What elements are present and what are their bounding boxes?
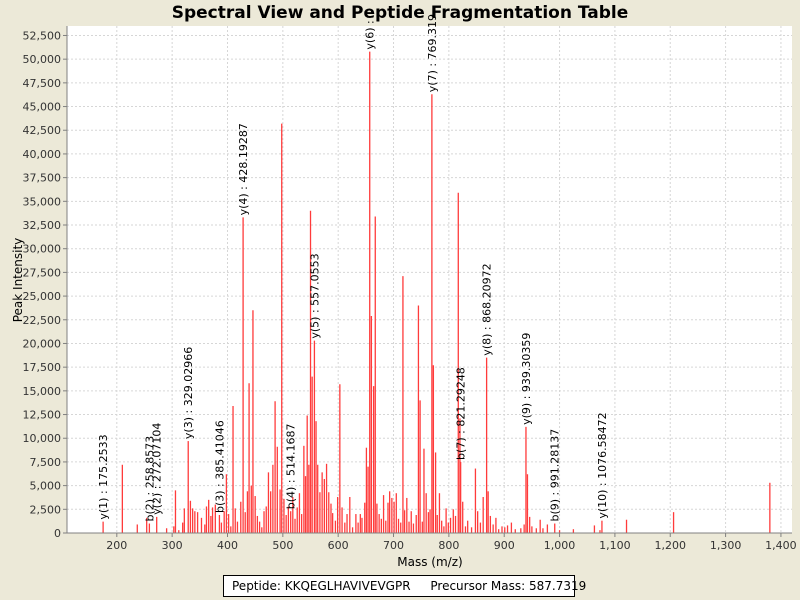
y-tick-label: 37,500 <box>23 172 62 185</box>
y-tick-label: 50,000 <box>23 53 62 66</box>
peak-annotation: y(7) : 769.319 <box>426 14 439 92</box>
peak-series <box>102 51 771 533</box>
y-tick-label: 52,500 <box>23 29 62 42</box>
y-tick-label: 40,000 <box>23 148 62 161</box>
x-tick-label: 1,000 <box>544 539 576 552</box>
axes: 0 2,500 5,000 7,500 10,000 12,500 15,000 17,500… <box>23 26 797 552</box>
x-tick-label: 800 <box>438 539 459 552</box>
peak-annotation: y(6) : <box>364 20 377 49</box>
y-axis-label: Peak Intensity <box>11 238 25 323</box>
y-tick-label: 10,000 <box>23 432 62 445</box>
x-axis-label: Mass (m/z) <box>397 555 462 569</box>
peak-annotation: b(9) : 991.28137 <box>549 429 562 522</box>
y-tick-label: 12,500 <box>23 409 62 422</box>
peak-annotation: b(4) : 514.1687 <box>285 423 298 509</box>
x-tick-label: 600 <box>328 539 349 552</box>
x-tick-label: 1,400 <box>765 539 797 552</box>
peak-annotation: y(4) : 428.19287 <box>237 123 250 215</box>
x-tick-label: 900 <box>494 539 515 552</box>
x-tick-label: 1,100 <box>599 539 631 552</box>
precursor-mass: Precursor Mass: 587.7319 <box>430 579 587 593</box>
y-tick-label: 35,000 <box>23 195 62 208</box>
plot-area <box>67 26 792 533</box>
peak-annotation: y(9) : 939.30359 <box>520 333 533 425</box>
grid-lines <box>67 26 792 533</box>
y-tick-label: 27,500 <box>23 266 62 279</box>
x-tick-label: 1,200 <box>654 539 686 552</box>
peak-annotation: b(3) : 385.41046 <box>213 420 226 513</box>
x-tick-label: 700 <box>383 539 404 552</box>
x-tick-label: 400 <box>217 539 238 552</box>
peak-annotation: b(7) : 821.29248 <box>455 367 468 460</box>
x-tick-label: 1,300 <box>710 539 742 552</box>
x-tick-label: 200 <box>106 539 127 552</box>
x-tick-label: 300 <box>162 539 183 552</box>
y-tick-label: 7,500 <box>30 456 62 469</box>
y-tick-label: 42,500 <box>23 124 62 137</box>
y-tick-label: 32,500 <box>23 219 62 232</box>
chart-title: Spectral View and Peptide Fragmentation … <box>171 3 629 23</box>
x-tick-label: 500 <box>272 539 293 552</box>
peak-annotation: y(8) : 868.20972 <box>481 263 494 355</box>
peak-annotation: y(3) : 329.02966 <box>182 347 195 439</box>
y-tick-label: 45,000 <box>23 101 62 114</box>
y-tick-label: 30,000 <box>23 243 62 256</box>
y-tick-label: 15,000 <box>23 385 62 398</box>
peak-annotation: y(10) : 1076.58472 <box>596 412 609 518</box>
peptide-sequence: Peptide: KKQEGLHAVIVEVGPR <box>232 579 411 593</box>
y-tick-label: 5,000 <box>30 480 62 493</box>
y-tick-label: 0 <box>54 527 61 540</box>
peak-annotation: y(5) : 557.0553 <box>308 253 321 338</box>
peptide-info-box: Peptide: KKQEGLHAVIVEVGPR Precursor Mass… <box>223 575 586 597</box>
peak-annotation: b(2) : 258.8573 <box>143 436 156 522</box>
y-tick-label: 47,500 <box>23 77 62 90</box>
y-tick-label: 17,500 <box>23 361 62 374</box>
peak-annotation: y(2) : 272.07104 <box>151 423 164 515</box>
y-tick-label: 22,500 <box>23 314 62 327</box>
y-tick-label: 20,000 <box>23 337 62 350</box>
y-tick-label: 2,500 <box>30 503 62 516</box>
peak-annotation: y(1) : 175.2533 <box>97 434 110 519</box>
y-tick-label: 25,000 <box>23 290 62 303</box>
